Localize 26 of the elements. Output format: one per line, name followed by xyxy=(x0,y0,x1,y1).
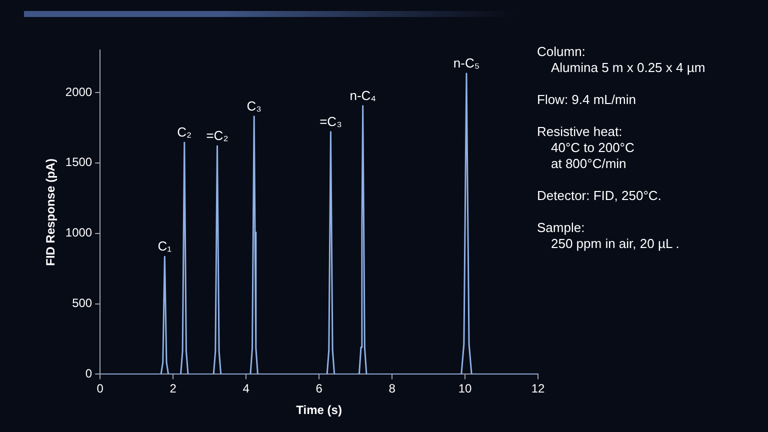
y-tick-label: 1500 xyxy=(65,155,92,170)
annotation: Column: Alumina 5 m x 0.25 x 4 µm xyxy=(537,44,706,76)
x-tick-label: 2 xyxy=(170,382,177,396)
annotation: C₁ xyxy=(158,238,172,254)
y-tick-label: 0 xyxy=(85,366,92,381)
annotation: n-C₅ xyxy=(453,55,480,70)
annotation: Detector: FID, 250°C. xyxy=(537,188,662,204)
annotation: Sample: 250 ppm in air, 20 µL . xyxy=(537,220,680,252)
x-tick-label: 6 xyxy=(316,382,323,396)
x-tick-label: 0 xyxy=(96,382,104,396)
annotation: C₂ xyxy=(177,124,192,140)
x-tick-label: 10 xyxy=(458,382,472,396)
annotation: Resistive heat: 40°C to 200°C at 800°C/min xyxy=(537,124,636,172)
annotation: n-C₄ xyxy=(350,88,376,103)
annotation: Flow: 9.4 mL/min xyxy=(537,92,637,108)
y-axis-title: FID Response (pA) xyxy=(44,158,58,266)
x-tick-label: 8 xyxy=(388,382,396,396)
annotation: =C₂ xyxy=(206,128,228,143)
y-tick-label: 2000 xyxy=(65,84,92,99)
x-tick-label: 4 xyxy=(242,382,250,396)
x-axis-title: Time (s) xyxy=(296,403,342,418)
y-tick-label: 500 xyxy=(72,296,92,310)
annotation: C₃ xyxy=(246,98,262,114)
y-tick-label: 1000 xyxy=(65,226,92,240)
annotation: =C₃ xyxy=(320,114,342,129)
x-tick-label: 12 xyxy=(531,382,545,396)
